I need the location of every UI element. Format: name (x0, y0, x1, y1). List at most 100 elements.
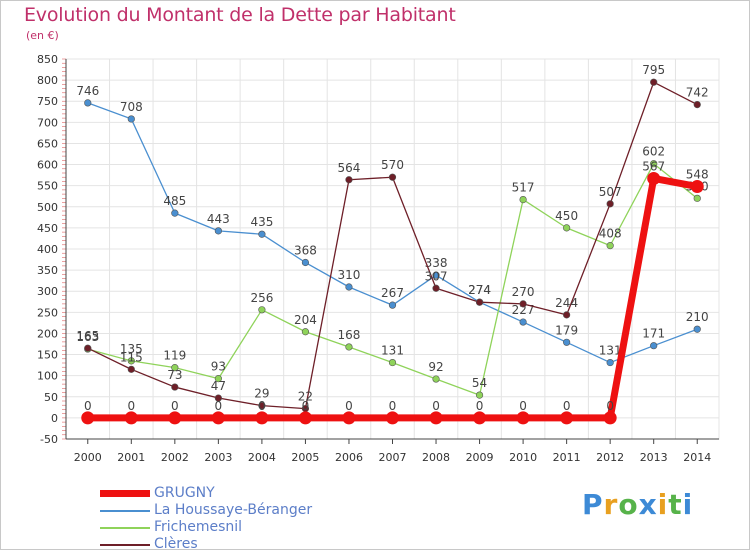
data-label: 0 (432, 399, 440, 413)
data-label: 73 (167, 368, 182, 382)
y-tick-label: 100 (37, 370, 58, 383)
data-label: 22 (298, 390, 313, 404)
data-label: 115 (120, 350, 143, 364)
data-point (432, 271, 440, 279)
data-point (127, 115, 135, 123)
legend-swatch (100, 510, 150, 512)
data-point (345, 343, 353, 351)
chart-title: Evolution du Montant de la Dette par Hab… (24, 4, 456, 26)
x-tick-label: 2000 (74, 451, 102, 464)
x-tick-label: 2010 (509, 451, 537, 464)
data-point (214, 375, 222, 383)
data-label: 93 (211, 360, 226, 374)
data-label: 507 (599, 185, 622, 199)
logo-letter: x (638, 488, 658, 521)
data-label: 435 (250, 215, 273, 229)
data-point (388, 173, 397, 181)
y-tick-label: 850 (37, 53, 58, 66)
data-point (386, 411, 399, 425)
data-label: 168 (338, 328, 361, 342)
data-label: 256 (250, 291, 273, 305)
y-tick-label: 50 (44, 391, 58, 404)
data-label: 119 (163, 349, 186, 363)
data-point (563, 311, 571, 319)
y-tick-label: 550 (37, 180, 58, 193)
data-point (127, 365, 135, 373)
data-label: 163 (76, 330, 99, 344)
data-label: 210 (686, 310, 709, 324)
x-tick-label: 2001 (117, 451, 145, 464)
data-point (124, 411, 138, 425)
data-label: 570 (381, 158, 404, 172)
data-point (211, 411, 225, 425)
data-point (258, 230, 266, 238)
data-point (388, 358, 397, 367)
data-label: 548 (686, 168, 709, 182)
x-tick-label: 2007 (379, 451, 407, 464)
data-label: 485 (163, 194, 186, 208)
data-label: 131 (381, 344, 404, 358)
data-point (258, 402, 266, 410)
x-tick-label: 2013 (640, 451, 668, 464)
y-tick-label: 250 (37, 306, 58, 319)
data-point (168, 411, 182, 425)
data-label: 267 (381, 286, 404, 300)
x-tick-label: 2008 (422, 451, 450, 464)
data-label: 171 (642, 327, 665, 341)
data-point (475, 391, 484, 399)
data-label: 204 (294, 313, 317, 327)
data-point (255, 411, 269, 425)
data-label: 270 (512, 285, 535, 299)
y-tick-label: 600 (37, 159, 58, 172)
data-label: 567 (642, 159, 665, 173)
data-point (475, 298, 484, 306)
legend-label: Clères (154, 536, 198, 552)
data-point (650, 342, 658, 350)
data-label: 227 (512, 303, 535, 317)
y-tick-label: 700 (37, 116, 58, 129)
data-point (432, 375, 440, 383)
logo-letter: P (582, 488, 604, 521)
data-point (171, 209, 179, 217)
logo-letter: o (618, 488, 639, 521)
data-label: 0 (389, 399, 397, 413)
y-tick-label: 800 (37, 74, 58, 87)
data-point (560, 411, 574, 425)
x-tick-label: 2005 (291, 451, 319, 464)
data-point (650, 160, 658, 168)
legend-label: Frichemesnil (154, 519, 243, 535)
data-label: 0 (345, 399, 353, 413)
data-point (693, 194, 701, 202)
data-label: 0 (519, 399, 527, 413)
data-point (171, 364, 179, 372)
chart-unit: (en €) (26, 29, 59, 42)
data-label: 0 (84, 399, 92, 413)
data-point (563, 338, 571, 346)
data-point (298, 411, 312, 425)
data-point (516, 411, 530, 425)
data-point (519, 300, 527, 308)
x-tick-label: 2009 (466, 451, 494, 464)
data-label: 602 (642, 145, 665, 159)
data-label: 368 (294, 244, 317, 258)
data-point (606, 358, 614, 367)
data-label: 408 (599, 227, 622, 241)
data-point (603, 411, 617, 425)
data-point (693, 325, 701, 333)
x-tick-label: 2003 (204, 451, 232, 464)
x-tick-label: 2012 (596, 451, 624, 464)
data-label: 0 (563, 399, 571, 413)
data-point (345, 283, 353, 291)
data-point (519, 318, 527, 326)
y-tick-label: 400 (37, 243, 58, 256)
data-point (171, 383, 179, 391)
y-tick-label: 500 (37, 201, 58, 214)
data-label: 54 (472, 376, 487, 390)
legend-swatch (100, 544, 150, 546)
data-label: 131 (599, 344, 622, 358)
data-point (606, 242, 614, 250)
data-label: 0 (476, 399, 484, 413)
data-point (301, 328, 310, 336)
data-label: 708 (120, 100, 143, 114)
data-point (690, 180, 704, 194)
